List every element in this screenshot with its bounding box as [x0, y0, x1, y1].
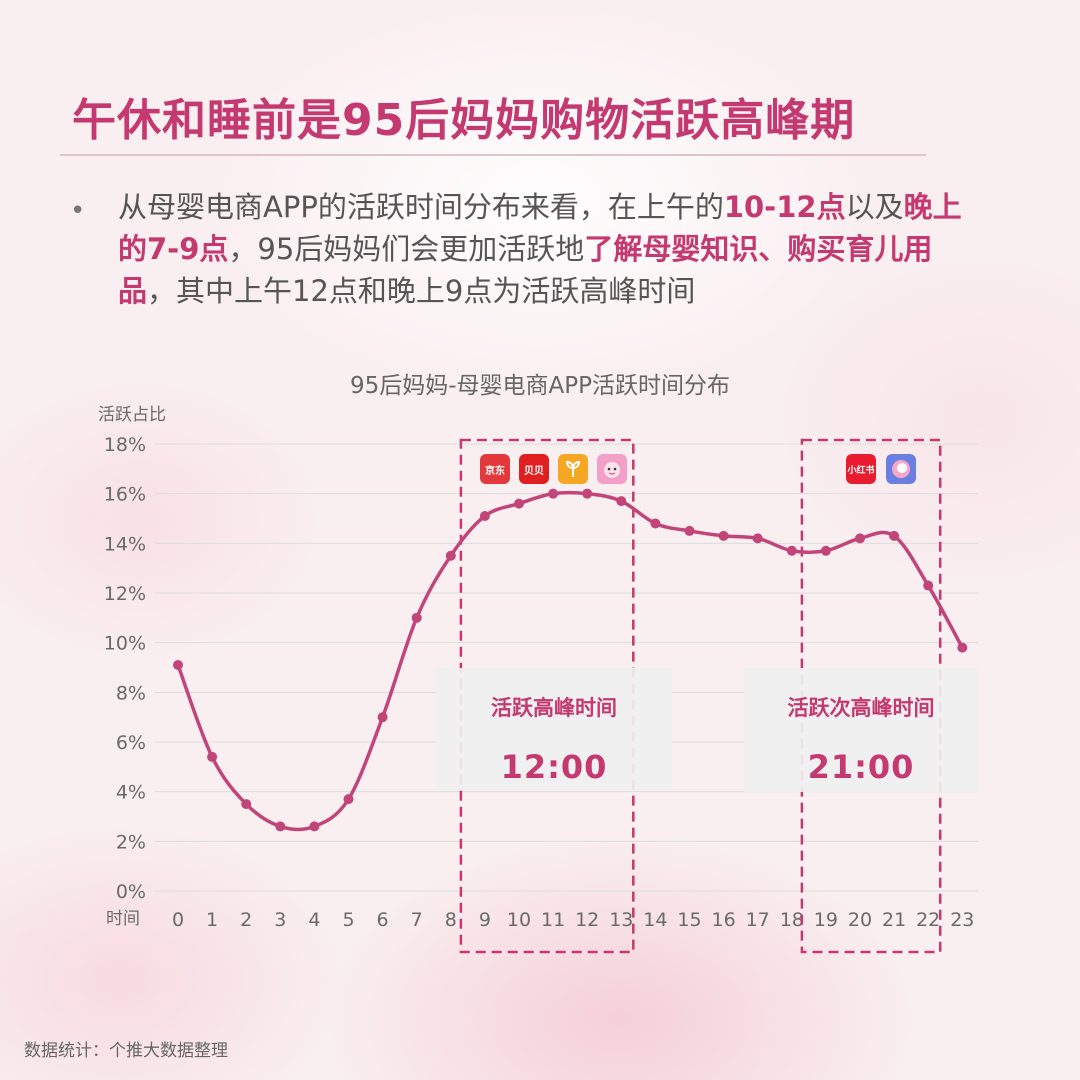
y-tick-label: 8%	[116, 682, 146, 704]
data-point	[820, 545, 831, 556]
page-title: 午休和睡前是95后妈妈购物活跃高峰期	[72, 95, 856, 146]
x-tick-label: 1	[206, 909, 218, 931]
data-point	[445, 550, 456, 561]
x-axis-label: 时间	[106, 909, 140, 929]
bullet-dot: •	[70, 196, 86, 226]
data-point	[207, 751, 218, 762]
desc-highlight-3: 了解母婴知识、购买育儿用品	[118, 232, 933, 308]
desc-part-1: 从母婴电商APP的活跃时间分布来看，在上午的	[118, 190, 724, 224]
desc-highlight-2: 晚上的7-9点	[118, 190, 962, 266]
title-divider	[60, 154, 926, 156]
footer-source: 数据统计：个推大数据整理	[24, 1041, 228, 1061]
x-tick-label: 2	[240, 909, 252, 931]
jd-icon: 京东	[480, 454, 510, 484]
peak-callout-label: 活跃高峰时间	[491, 696, 617, 720]
y-tick-label: 0%	[116, 881, 146, 903]
y-tick-label: 18%	[104, 434, 146, 456]
data-point	[650, 518, 661, 529]
desc-part-3: ，95后妈妈们会更加活跃地	[228, 232, 585, 266]
second-peak-callout-time: 21:00	[807, 748, 915, 786]
xiaohongshu-icon: 小红书	[846, 454, 876, 484]
y-tick-label: 4%	[116, 782, 146, 804]
x-tick-labels: 0 1 2 3 4 5 6 7 8 9 10 11 12 13 14 15 16 17 18 19 20 21 22 23	[172, 909, 974, 931]
x-tick-label: 11	[541, 909, 565, 931]
baby-face-icon	[597, 454, 627, 484]
x-tick-label: 0	[172, 909, 184, 931]
data-point	[582, 488, 593, 499]
x-tick-label: 22	[916, 909, 940, 931]
data-point	[173, 660, 183, 671]
beibei-icon: 贝贝	[519, 454, 549, 484]
y-tick-labels: 0% 2% 4% 6% 8% 10% 12% 14% 16% 18%	[104, 434, 146, 903]
x-tick-label: 14	[643, 909, 667, 931]
data-point	[377, 712, 388, 723]
chart-title: 95后妈妈-母婴电商APP活跃时间分布	[349, 373, 731, 399]
data-point	[411, 612, 422, 623]
y-axis-label: 活跃占比	[98, 405, 166, 425]
data-point	[923, 580, 934, 591]
x-tick-label: 15	[677, 909, 701, 931]
y-tick-label: 12%	[104, 583, 146, 605]
x-tick-label: 12	[575, 909, 599, 931]
peak-callout: 活跃高峰时间 12:00	[436, 668, 672, 790]
x-tick-label: 3	[274, 909, 286, 931]
data-point	[548, 488, 559, 499]
data-point	[479, 511, 490, 522]
x-tick-label: 17	[746, 909, 770, 931]
data-point	[616, 496, 627, 507]
x-tick-label: 10	[507, 909, 531, 931]
data-point	[786, 545, 797, 556]
data-points	[173, 488, 968, 832]
second-peak-callout: 活跃次高峰时间 21:00	[744, 668, 978, 792]
data-point	[514, 498, 524, 509]
y-tick-label: 16%	[104, 484, 146, 506]
x-tick-label: 21	[882, 909, 906, 931]
second-peak-callout-label: 活跃次高峰时间	[787, 696, 935, 720]
x-tick-label: 18	[780, 909, 804, 931]
y-tick-label: 14%	[104, 533, 146, 555]
sprout-icon	[558, 454, 588, 484]
y-tick-label: 2%	[116, 831, 146, 853]
data-point	[343, 794, 354, 805]
data-point	[957, 642, 968, 653]
desc-part-2: 以及	[845, 190, 904, 224]
x-tick-label: 7	[411, 909, 423, 931]
mom-app-icon	[886, 454, 916, 484]
data-point	[752, 533, 763, 544]
data-point	[684, 525, 695, 536]
y-tick-label: 6%	[116, 732, 146, 754]
data-point	[855, 533, 865, 544]
x-tick-label: 9	[479, 909, 491, 931]
data-point	[309, 821, 320, 832]
y-tick-label: 10%	[104, 633, 146, 655]
description-text: 从母婴电商APP的活跃时间分布来看，在上午的10-12点以及晚上的7-9点，95…	[118, 186, 968, 312]
data-point	[241, 799, 252, 810]
x-tick-label: 13	[609, 909, 633, 931]
data-point	[889, 530, 900, 541]
x-tick-label: 19	[814, 909, 838, 931]
x-tick-label: 20	[848, 909, 872, 931]
x-tick-label: 8	[445, 909, 457, 931]
desc-highlight-1: 10-12点	[723, 190, 846, 224]
x-tick-label: 16	[712, 909, 736, 931]
data-point	[718, 530, 729, 541]
x-tick-label: 23	[950, 909, 974, 931]
x-tick-label: 6	[377, 909, 389, 931]
x-tick-label: 5	[342, 909, 354, 931]
x-tick-label: 4	[308, 909, 320, 931]
data-point	[275, 821, 286, 832]
desc-part-4: ，其中上午12点和晚上9点为活跃高峰时间	[147, 274, 696, 308]
peak-callout-time: 12:00	[500, 748, 608, 786]
